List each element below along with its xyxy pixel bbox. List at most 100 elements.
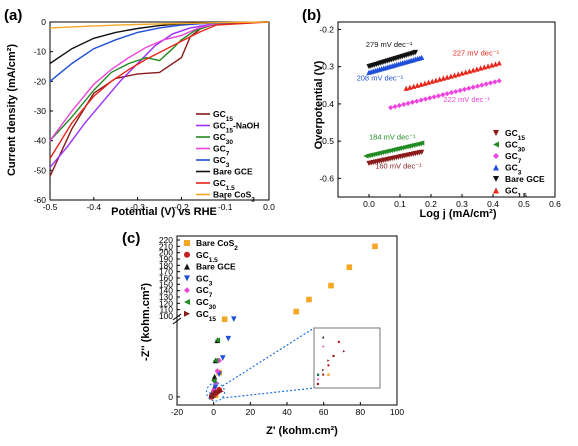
c-data-point — [212, 384, 219, 390]
c-legend-label: GC1.5 — [196, 250, 218, 264]
b-data-point — [419, 140, 425, 146]
b-data-point — [463, 69, 469, 75]
b-data-point — [425, 79, 432, 85]
b-data-point — [470, 84, 476, 90]
b-legend-label: GC30 — [505, 140, 525, 154]
a-series-line — [49, 21, 270, 177]
c-xlabel: Z' (kohm.cm²) — [266, 425, 338, 437]
b-data-point — [427, 95, 433, 101]
b-ytick-label: -0.5 — [319, 136, 334, 146]
b-legend-marker — [493, 176, 499, 182]
b-data-point — [433, 77, 439, 83]
c-legend-label: GC7 — [196, 285, 213, 299]
a-ytick-label: -30 — [34, 106, 47, 116]
c-inset-point — [342, 350, 346, 353]
b-ytick-label: -0.2 — [319, 24, 334, 34]
b-ytick-label: -0.3 — [319, 62, 334, 72]
b-tafel-slope-label: 160 mV dec⁻¹ — [375, 161, 422, 170]
c-ytick-label: 130 — [159, 292, 173, 302]
c-xtick-label: -20 — [171, 407, 184, 417]
b-tafel-slope-label: 208 mV dec⁻¹ — [357, 73, 404, 82]
c-zoom-connector — [222, 387, 315, 399]
c-inset-point — [322, 373, 325, 376]
a-legend-label: GC1.5 — [213, 178, 235, 192]
c-legend-marker — [184, 275, 190, 282]
c-ytick-label: 180 — [159, 260, 173, 270]
b-data-point — [466, 85, 472, 91]
a-ytick-label: -40 — [34, 136, 47, 146]
a-legend-label: Bare CoS2 — [213, 190, 255, 204]
b-data-point — [461, 86, 468, 93]
c-data-point — [346, 264, 353, 271]
b-data-point — [435, 93, 442, 99]
b-tafel-slope-label: 184 mV dec⁻¹ — [369, 132, 416, 141]
a-series-line — [49, 21, 270, 159]
c-ytick-label: 150 — [159, 279, 173, 289]
b-ytick-label: -0.6 — [319, 173, 334, 183]
b-ytick-label: -0.4 — [319, 99, 334, 109]
c-data-point — [218, 388, 224, 395]
c-xtick-label: 80 — [356, 407, 366, 417]
panel-label-a: (a) — [4, 7, 22, 24]
c-data-point — [214, 337, 221, 344]
b-data-point — [396, 102, 402, 109]
b-data-point — [444, 91, 450, 97]
a-ytick-label: -50 — [34, 165, 47, 175]
b-data-point — [409, 99, 415, 105]
c-xtick-label: 0 — [211, 407, 216, 417]
b-legend-label: GC7 — [505, 151, 522, 165]
c-data-point — [306, 296, 312, 303]
c-ytick-label: 210 — [159, 241, 173, 251]
c-legend-label: Bare GCE — [196, 262, 236, 272]
c-data-point — [293, 308, 299, 315]
c-legend-marker — [184, 263, 190, 270]
a-xtick-label: -0.4 — [86, 202, 101, 212]
c-inset-point — [322, 336, 325, 339]
a-ytick-label: -60 — [34, 195, 47, 205]
b-data-point — [418, 97, 424, 103]
c-inset-point — [322, 368, 325, 372]
c-data-point — [214, 368, 221, 374]
b-data-point — [411, 83, 417, 89]
c-data-point — [225, 335, 232, 342]
c-xtick-label: 20 — [246, 407, 256, 417]
b-data-point — [407, 84, 413, 90]
a-xtick-label: -0.5 — [43, 202, 58, 212]
c-inset-frame — [313, 327, 381, 389]
c-ylabel: -Z'' (kohm.cm²) — [140, 283, 152, 361]
c-ytick-label: 120 — [159, 298, 173, 308]
c-legend-marker — [184, 240, 190, 246]
b-data-point — [405, 100, 411, 106]
c-ytick-label: 190 — [159, 254, 173, 264]
b-data-point — [403, 85, 409, 91]
b-data-point — [453, 88, 459, 95]
a-legend-label: GC15-NaOH — [213, 121, 259, 135]
c-data-point — [231, 316, 237, 323]
a-series-line — [49, 21, 270, 82]
b-data-point — [459, 70, 465, 76]
b-data-point — [470, 67, 476, 73]
b-legend-marker — [493, 153, 499, 159]
b-legend-label: Bare GCE — [505, 174, 545, 184]
b-data-point — [437, 76, 443, 82]
b-data-point — [444, 74, 450, 80]
c-data-point — [210, 377, 217, 384]
b-xtick-label: 0.4 — [487, 199, 499, 209]
b-data-point — [489, 62, 495, 68]
c-ytick-label: 200 — [159, 248, 173, 258]
b-data-point — [457, 87, 463, 94]
c-inset-point — [327, 364, 330, 367]
a-ytick-label: -10 — [34, 47, 47, 57]
b-data-point — [466, 68, 473, 74]
c-inset-point — [327, 373, 330, 376]
c-axis-break — [172, 313, 182, 321]
a-series-line — [49, 21, 270, 142]
c-legend-marker — [184, 299, 190, 305]
b-data-point — [483, 81, 489, 87]
a-legend-label: GC3 — [213, 155, 230, 169]
c-inset-point — [327, 359, 330, 362]
b-data-point — [419, 149, 425, 155]
c-data-point — [209, 394, 215, 400]
c-data-point — [220, 355, 226, 361]
